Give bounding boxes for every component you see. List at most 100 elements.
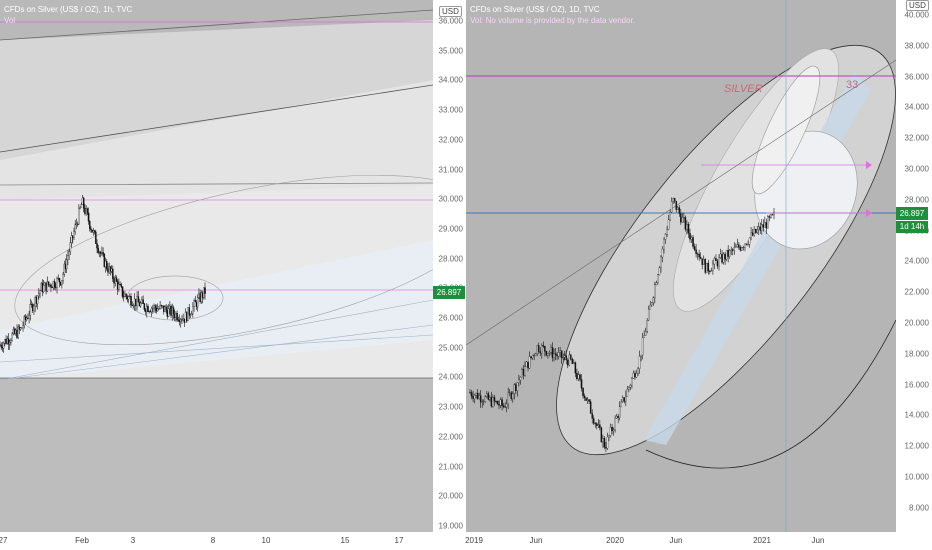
left-candle-body (148, 311, 150, 313)
right-candle-body (631, 378, 633, 386)
right-candle-body (599, 424, 601, 429)
right-candle-body (504, 406, 506, 408)
right-candle-body (606, 436, 609, 449)
left-price-series (0, 194, 206, 353)
left-candle-body (147, 306, 149, 312)
left-candle-body (169, 305, 171, 309)
right-candle-body (628, 387, 630, 390)
left-candle-body (99, 252, 102, 254)
right-candle-body (622, 397, 624, 402)
left-candle-body (41, 283, 44, 293)
left-candle-body (65, 259, 68, 270)
right-candle-body (537, 345, 540, 352)
right-candle-body (670, 201, 673, 213)
left-legend: CFDs on Silver (US$ / OZ), 1h, TVC Vol (4, 4, 132, 26)
left-volume-label[interactable]: Vol (4, 16, 16, 25)
left-candle-body (114, 277, 116, 284)
left-candle-body (198, 293, 200, 298)
right-candle-body (644, 331, 647, 336)
right-unit-button[interactable]: USD (906, 0, 929, 11)
right-xtick: Jun (529, 536, 543, 545)
right-candle-body (518, 379, 520, 384)
left-candle-body (124, 293, 126, 297)
right-candle-body (635, 373, 638, 378)
right-candle-body (618, 406, 621, 418)
left-symbol-title[interactable]: CFDs on Silver (US$ / OZ), 1h, TVC (4, 5, 133, 14)
left-candle-body (74, 224, 76, 232)
left-candle-body (104, 261, 107, 267)
right-candle-body (469, 392, 471, 394)
left-candle-body (51, 287, 53, 289)
right-legend: CFDs on Silver (US$ / OZ), 1D, TVC Vol: … (470, 4, 635, 26)
right-price-axis[interactable]: USD 40.000 38.000 36.000 34.000 32.000 30.000… (896, 0, 932, 550)
right-candle-body (528, 356, 531, 369)
left-candle-body (22, 325, 24, 328)
right-candle-body (559, 350, 561, 353)
left-candle-body (194, 300, 197, 303)
right-candle-body (748, 237, 751, 245)
left-chart-pane[interactable]: CFDs on Silver (US$ / OZ), 1h, TVC Vol (0, 0, 433, 532)
left-chart-svg (0, 0, 433, 532)
right-symbol-title[interactable]: CFDs on Silver (US$ / OZ), 1D, TVC (470, 5, 600, 14)
right-candle-body (747, 243, 749, 245)
right-candle-body (750, 232, 752, 239)
right-candle-body (560, 350, 563, 359)
right-candle-body (501, 399, 503, 406)
right-candle-body (562, 357, 564, 359)
left-candle-body (4, 339, 6, 344)
right-candle-body (594, 423, 597, 425)
right-candle-body (519, 376, 522, 381)
right-candle-body (536, 345, 538, 355)
left-ytick: 30.000 (438, 194, 463, 204)
right-candle-body (597, 424, 600, 426)
left-time-axis[interactable] (0, 532, 433, 550)
right-candle-body (611, 427, 613, 432)
right-candle-body (499, 399, 502, 406)
right-candle-body (736, 244, 739, 248)
right-silver-annotation: SILVER (724, 83, 763, 95)
left-candle-body (1, 346, 4, 349)
right-candle-body (507, 392, 509, 405)
left-candle-body (30, 304, 33, 306)
right-price-series (469, 197, 775, 452)
right-candle-body (542, 345, 545, 347)
left-candle-body (50, 284, 52, 288)
right-candle-body (525, 361, 528, 367)
left-candle-body (120, 284, 123, 287)
left-candle-body (182, 318, 184, 321)
right-candle-body (722, 253, 725, 263)
right-candle-body (505, 403, 508, 408)
left-ytick: 32.000 (438, 135, 463, 145)
right-candle-body (475, 392, 477, 396)
left-candle-body (32, 304, 34, 312)
left-candle-body (119, 283, 121, 285)
left-ytick: 35.000 (438, 46, 463, 56)
right-candle-body (634, 373, 636, 378)
left-candle-body (76, 223, 79, 225)
left-fan-line-2 (0, 299, 433, 381)
right-lower-arc (645, 319, 896, 469)
left-ytick: 21.000 (438, 462, 463, 471)
left-candle-body (7, 338, 10, 345)
right-candle-body (548, 352, 551, 354)
left-candle-body (28, 315, 30, 319)
left-trendline-2 (0, 84, 433, 153)
right-candle-body (661, 248, 664, 258)
right-time-axis[interactable] (466, 532, 896, 550)
left-candle-body (150, 308, 153, 313)
right-volume-label[interactable]: Vol: No volume is provided by the data v… (470, 16, 635, 25)
left-candle-body (73, 231, 75, 238)
right-candle-body (732, 249, 734, 251)
left-candle-body (55, 287, 57, 289)
left-candle-body (164, 306, 166, 312)
left-ytick: 25.000 (438, 343, 463, 353)
right-candle-body (767, 216, 769, 229)
right-candle-body (771, 214, 774, 216)
left-unit-button[interactable]: USD (439, 6, 462, 17)
right-candle-body (521, 369, 523, 378)
left-candle-body (179, 319, 182, 323)
left-price-axis[interactable]: USD 36.000 35.000 34.000 33.000 32.000 31.000… (433, 0, 466, 550)
left-candle-body (201, 292, 204, 298)
right-chart-pane[interactable]: SILVER 33 CFDs on Silver (US$ / OZ), 1D,… (466, 0, 896, 532)
right-xtick: Jun (669, 536, 683, 545)
